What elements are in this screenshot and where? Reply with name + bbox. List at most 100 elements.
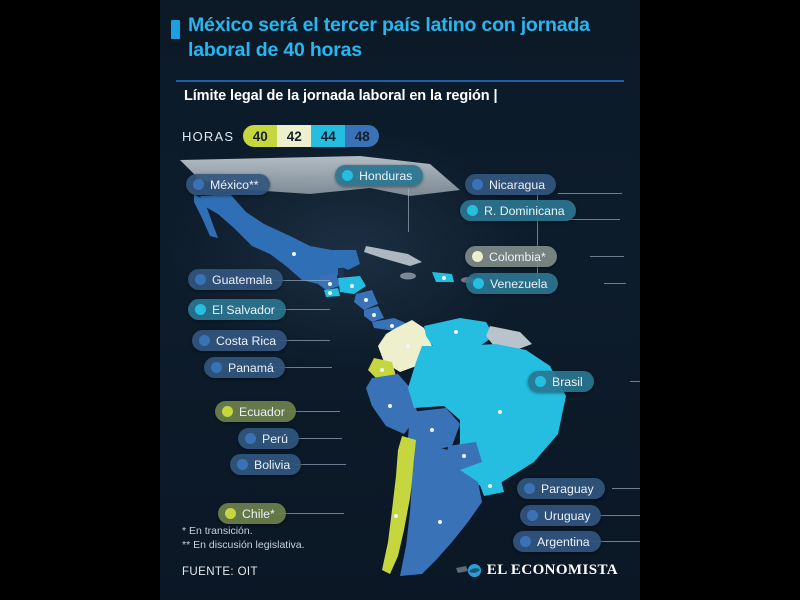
legend-dot-el-salvador — [195, 304, 206, 315]
label-r-dominicana[interactable]: R. Dominicana — [460, 200, 576, 221]
footnote-2: ** En discusión legislativa. — [182, 539, 305, 551]
label-honduras[interactable]: Honduras — [335, 165, 424, 186]
legend-dot-bolivia — [237, 459, 248, 470]
label-text-costa-rica: Costa Rica — [216, 333, 277, 348]
legend-label: HORAS — [182, 128, 235, 144]
label-text-nicaragua: Nicaragua — [489, 177, 546, 192]
label-text-bolivia: Bolivia — [254, 457, 291, 472]
map-region-cuba — [364, 246, 422, 266]
legend-dot-colombia — [472, 251, 483, 262]
subtitle: Límite legal de la jornada laboral en la… — [184, 88, 498, 104]
legend-dot-mexico — [193, 179, 204, 190]
page-title: México será el tercer país latino con jo… — [188, 14, 590, 61]
legend-pill-42: 42 — [277, 125, 312, 147]
leader-brasil — [630, 381, 640, 382]
brand-logo: EL ECONOMISTA — [467, 562, 618, 579]
label-panama[interactable]: Panamá — [204, 357, 285, 378]
legend-pills: 40 42 44 48 — [243, 125, 380, 147]
brand-name: EL ECONOMISTA — [486, 562, 618, 578]
legend-dot-panama — [211, 362, 222, 373]
leader-uruguay — [600, 515, 640, 516]
label-text-venezuela: Venezuela — [490, 276, 548, 291]
map-region-yucatan — [332, 250, 360, 270]
legend-pill-44: 44 — [311, 125, 346, 147]
map-region-belize — [338, 268, 344, 278]
legend-dot-argentina — [520, 536, 531, 547]
map-region-peru — [366, 374, 418, 434]
footnote-1: * En transición. — [182, 525, 253, 537]
label-mexico[interactable]: México** — [186, 174, 270, 195]
label-chile[interactable]: Chile* — [218, 503, 286, 524]
header-divider — [176, 80, 624, 82]
leader-bolivia — [294, 464, 346, 465]
label-uruguay[interactable]: Uruguay — [520, 505, 602, 526]
legend-dot-venezuela — [473, 278, 484, 289]
label-text-mexico: México** — [210, 177, 259, 192]
label-venezuela[interactable]: Venezuela — [466, 273, 559, 294]
footnotes: * En transición. ** En discusión legisla… — [182, 524, 305, 552]
label-bolivia[interactable]: Bolivia — [230, 454, 302, 475]
leader-ecuador — [278, 411, 340, 412]
label-peru[interactable]: Perú — [238, 428, 299, 449]
map-region-guyanas — [486, 326, 532, 350]
leader-peru — [294, 438, 342, 439]
legend-dot-honduras — [342, 170, 353, 181]
legend-dot-ecuador — [222, 406, 233, 417]
leader-panama — [264, 367, 332, 368]
label-nicaragua[interactable]: Nicaragua — [465, 174, 557, 195]
label-text-peru: Perú — [262, 431, 288, 446]
label-text-el-salvador: El Salvador — [212, 302, 275, 317]
legend-pill-40: 40 — [243, 125, 278, 147]
label-el-salvador[interactable]: El Salvador — [188, 299, 286, 320]
label-ecuador[interactable]: Ecuador — [215, 401, 296, 422]
label-argentina[interactable]: Argentina — [513, 531, 601, 552]
label-costa-rica[interactable]: Costa Rica — [192, 330, 288, 351]
legend-dot-peru — [245, 433, 256, 444]
legend-dot-chile — [225, 508, 236, 519]
label-text-colombia: Colombia* — [489, 249, 546, 264]
label-paraguay[interactable]: Paraguay — [517, 478, 605, 499]
leader-el-salvador — [252, 309, 330, 310]
label-colombia[interactable]: Colombia* — [465, 246, 557, 267]
label-text-guatemala: Guatemala — [212, 272, 273, 287]
leader-chile — [278, 513, 344, 514]
leader-nicaragua — [558, 193, 622, 194]
legend-dot-r-dominicana — [467, 205, 478, 216]
content-panel: México será el tercer país latino con jo… — [160, 0, 640, 600]
map-region-el-salvador — [324, 288, 340, 297]
label-text-r-dominicana: R. Dominicana — [484, 203, 565, 218]
label-text-paraguay: Paraguay — [541, 481, 594, 496]
map-region-guatemala — [318, 274, 340, 290]
accent-marker — [171, 20, 180, 39]
legend-dot-nicaragua — [472, 179, 483, 190]
leader-colombia — [590, 256, 624, 257]
map-region-brasil — [408, 344, 566, 486]
map-region-chile — [382, 436, 416, 574]
source-text: FUENTE: OIT — [182, 566, 258, 578]
map-region-baja — [194, 194, 218, 238]
leader-guatemala — [252, 280, 330, 281]
label-text-argentina: Argentina — [537, 534, 590, 549]
leader-venezuela — [604, 283, 626, 284]
legend-dot-costa-rica — [199, 335, 210, 346]
map-region-falklands — [456, 566, 468, 573]
label-text-ecuador: Ecuador — [239, 404, 285, 419]
legend-dot-uruguay — [527, 510, 538, 521]
label-text-honduras: Honduras — [359, 168, 413, 183]
label-guatemala[interactable]: Guatemala — [188, 269, 284, 290]
leader-paraguay — [612, 488, 640, 489]
label-brasil[interactable]: Brasil — [528, 371, 594, 392]
leader-costa-rica — [252, 340, 330, 341]
leader-r-dominicana — [564, 219, 620, 220]
legend-dot-paraguay — [524, 483, 535, 494]
legend-pill-48: 48 — [345, 125, 380, 147]
label-text-uruguay: Uruguay — [544, 508, 591, 523]
label-text-brasil: Brasil — [552, 374, 583, 389]
label-text-panama: Panamá — [228, 360, 274, 375]
legend: HORAS 40 42 44 48 — [182, 125, 380, 147]
legend-dot-brasil — [535, 376, 546, 387]
label-text-chile: Chile* — [242, 506, 275, 521]
map-region-mexico — [200, 194, 346, 284]
leader-mexico — [408, 188, 409, 232]
